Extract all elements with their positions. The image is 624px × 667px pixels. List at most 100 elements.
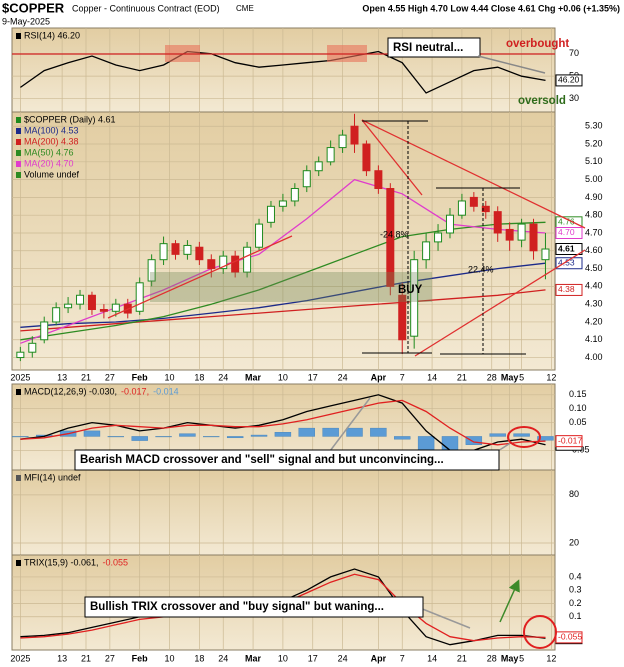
candle-body [434,232,443,243]
highlight [507,426,541,448]
end-label: 4.38 [558,284,575,294]
candle-body [445,214,454,234]
y-tick-label: 5.20 [585,138,603,148]
x-tick-label: 14 [427,372,437,382]
up-arrow [499,579,520,623]
y-tick-label: 30 [569,93,579,103]
y-tick-label: 5.10 [585,156,603,166]
annotations: RSI neutral... overbought oversold -24.8… [12,37,586,649]
series-line [20,221,546,341]
histogram-bar [107,436,125,438]
y-tick-label: 0.05 [569,417,587,427]
legend-title: $COPPER (Daily) 4.61 [24,114,116,124]
candle-body [457,200,466,216]
candle-body [111,303,120,312]
x-tick-label: 24 [338,653,348,663]
end-label-box [555,226,583,239]
panel-background [11,111,556,371]
end-label: -0.055 [558,632,582,642]
histogram-bar [298,427,315,437]
histogram-bar [537,436,554,441]
x-tick-label: 7 [400,653,405,663]
x-tick-label: 2025 [10,653,30,663]
x-tick-label: Feb [132,372,149,382]
note-arrow [329,397,371,452]
legend-swatch [16,161,21,167]
end-label: 4.61 [558,243,575,253]
candle-body [16,351,25,359]
candle-body [469,196,478,207]
legend-swatch [16,117,21,123]
legend-swatch [16,139,21,145]
note-box [387,37,481,58]
x-tick-label: 12 [546,372,556,382]
x-tick-label: 14 [427,653,437,663]
x-tick-label: 21 [457,653,467,663]
legend-entry: MA(200) 4.38 [24,136,79,146]
y-tick-label: 70 [569,48,579,58]
x-tick-label: 10 [165,653,175,663]
histogram-bar [346,427,363,437]
trend-line [361,119,586,229]
legend-swatch [16,128,21,134]
x-tick-label: 21 [81,372,91,382]
end-label-box [555,257,583,270]
series-line [20,262,546,328]
y-tick-label: 4.80 [585,210,603,220]
histogram-bar [489,433,506,437]
trend-line [361,119,423,196]
x-tick-label: 18 [194,372,204,382]
candle-body [255,223,264,248]
series-line [20,399,546,446]
candle-body [87,294,96,311]
candle-body [493,211,502,234]
x-tick-label: 12 [546,653,556,663]
candle-body [374,170,383,190]
x-tick-label: 24 [218,653,228,663]
histogram-bar [513,433,530,437]
x-tick-label: 13 [57,653,67,663]
end-label-box [555,283,583,296]
y-tick-label: 4.60 [585,245,603,255]
x-tick-label: 2025 [10,372,30,382]
candle-body [422,241,431,261]
legend-entry: MA(100) 4.53 [24,125,79,135]
y-tick-label: 4.70 [585,227,603,237]
oversold-label: oversold [518,95,566,107]
x-tick-label: 5 [519,372,524,382]
end-label-box [555,74,583,87]
y-tick-label: 0.4 [569,571,582,581]
candle-body [76,294,85,305]
x-tick-label: 27 [105,653,115,663]
series-line [20,289,546,332]
note: Bullish TRIX crossover and "buy signal" … [90,601,384,613]
note-arrow [477,55,546,74]
legend-swatch [16,560,21,566]
y-tick-label: 5.30 [585,121,603,131]
histogram-bar [226,436,244,439]
x-tick-label: 27 [105,372,115,382]
candle-body [171,243,180,255]
end-label: 4.76 [558,217,575,227]
legend-entry: TRIX(15,9) -0.061, [24,557,99,567]
histogram-bar [131,436,148,441]
candle-body [290,188,299,202]
histogram-bar [155,436,172,438]
pct-label: -24.8% [380,229,409,239]
y-tick-label: 4.20 [585,316,603,326]
histogram-bar [394,436,411,440]
candle-body [183,244,192,255]
histogram-bar [179,433,196,437]
candle-body [302,170,311,188]
histogram-bar [322,427,339,437]
candle-body [28,342,37,353]
x-tick-label: 5 [519,653,524,663]
y-tick-label: 4.30 [585,299,603,309]
candle-body [147,259,156,282]
legend-entry: -0.017, [121,386,149,396]
candle-body [505,228,514,241]
x-tick-label: 13 [57,372,67,382]
note-box [84,596,424,618]
y-tick-label: 0.15 [569,389,587,399]
x-tick-label: 10 [278,372,288,382]
